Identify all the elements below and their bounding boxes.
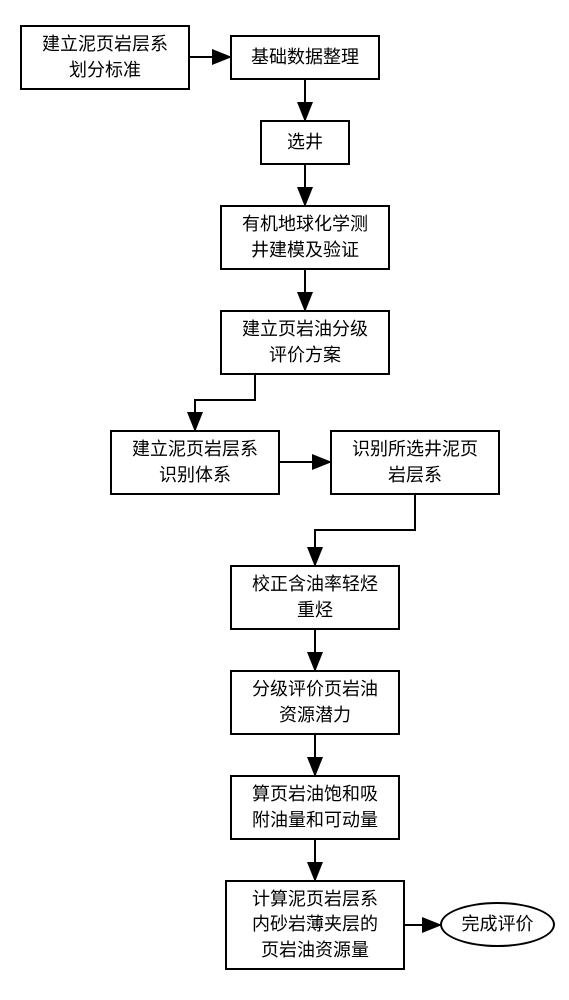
flowchart-node-label: 识别所选井泥页 岩层系: [352, 437, 478, 487]
flowchart-node-label: 有机地球化学测 井建模及验证: [242, 212, 368, 262]
flowchart-node-label: 算页岩油饱和吸 附油量和可动量: [252, 782, 378, 832]
flowchart-node-label: 完成评价: [462, 912, 534, 937]
flowchart-node-label: 校正含油率轻烃 重烃: [252, 572, 378, 622]
flowchart-node-n10: 算页岩油饱和吸 附油量和可动量: [230, 775, 400, 840]
flowchart-node-n3: 选井: [260, 120, 350, 165]
flowchart-node-n9: 分级评价页岩油 资源潜力: [230, 670, 400, 735]
flowchart-node-label: 建立泥页岩层系 识别体系: [132, 437, 258, 487]
flowchart-node-n7: 识别所选井泥页 岩层系: [330, 430, 500, 495]
flowchart-edge-n5-n6: [195, 375, 255, 430]
flowchart-node-n11: 计算泥页岩层系 内砂岩薄夹层的 页岩油资源量: [225, 880, 405, 970]
flowchart-node-label: 建立泥页岩层系 划分标准: [42, 32, 168, 82]
flowchart-node-label: 建立页岩油分级 评价方案: [242, 317, 368, 367]
flowchart-node-n5: 建立页岩油分级 评价方案: [220, 310, 390, 375]
flowchart-node-n12: 完成评价: [440, 902, 555, 947]
flowchart-node-n8: 校正含油率轻烃 重烃: [230, 565, 400, 630]
flowchart-edge-n7-n8: [315, 495, 415, 565]
flowchart-node-label: 分级评价页岩油 资源潜力: [252, 677, 378, 727]
flowchart-node-n2: 基础数据整理: [230, 35, 380, 80]
flowchart-node-n6: 建立泥页岩层系 识别体系: [110, 430, 280, 495]
flowchart-node-n1: 建立泥页岩层系 划分标准: [20, 25, 190, 90]
flowchart-node-n4: 有机地球化学测 井建模及验证: [220, 205, 390, 270]
flowchart-node-label: 选井: [287, 130, 323, 155]
flowchart-node-label: 计算泥页岩层系 内砂岩薄夹层的 页岩油资源量: [252, 887, 378, 963]
flowchart-node-label: 基础数据整理: [251, 45, 359, 70]
